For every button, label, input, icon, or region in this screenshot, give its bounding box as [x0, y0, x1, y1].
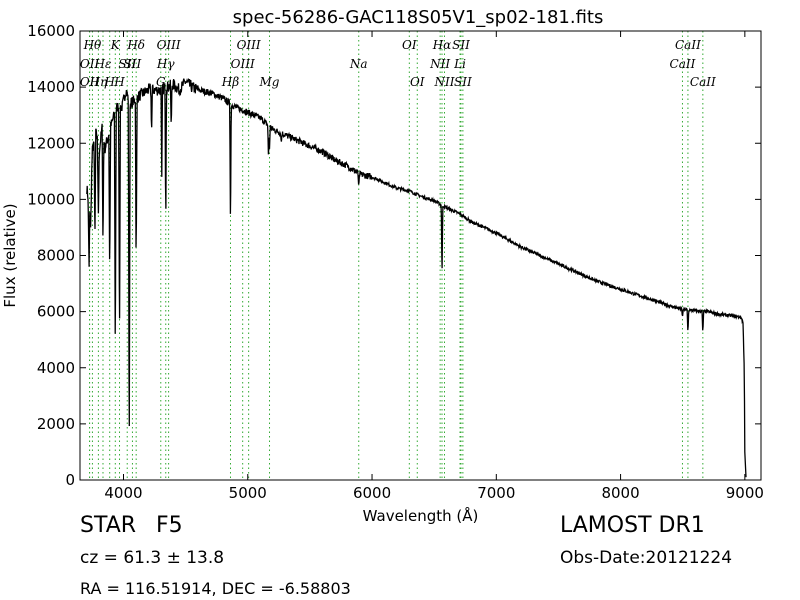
survey-name: LAMOST DR1: [560, 513, 705, 538]
x-tick-label: 5000: [229, 484, 267, 502]
x-tick-label: 4000: [104, 484, 142, 502]
spectral-line-label: Hθ: [83, 38, 102, 52]
spectral-line-label: OIII: [231, 57, 255, 71]
spectral-line-label: SII: [454, 75, 472, 89]
spectral-line-label: K: [110, 38, 121, 52]
spectral-line-label: Hα: [432, 38, 452, 52]
x-axis-label: Wavelength (Å): [363, 506, 479, 525]
x-tick-label: 7000: [477, 484, 515, 502]
observation-date: Obs-Date:20121224: [560, 548, 733, 568]
axes-layer: 4000 5000 6000 7000 8000 9000 0 2000 4000 6000 800…: [27, 22, 764, 502]
spectral-line-label: H: [113, 75, 125, 89]
spectral-line-label: Li: [453, 57, 466, 71]
x-tick-label: 8000: [601, 484, 639, 502]
plot-frame: [79, 30, 762, 481]
spectral-line-label: SII: [452, 38, 470, 52]
spectral-line-label: NII: [433, 75, 454, 89]
spectral-line-label: SII: [118, 57, 136, 71]
spectral-line-label: OII: [80, 75, 100, 89]
spectrum-series-line: [86, 77, 747, 478]
object-class: STAR: [80, 513, 137, 538]
y-tick-label: 12000: [27, 134, 75, 152]
y-tick-label: 4000: [37, 359, 75, 377]
y-tick-label: 16000: [27, 22, 75, 40]
spectral-line-label: CaII: [690, 75, 716, 89]
spectral-line-label: OIII: [237, 38, 261, 52]
spectral-line-label: OI: [410, 75, 425, 89]
x-tick-label: 9000: [726, 484, 764, 502]
y-tick-label: 2000: [37, 415, 75, 433]
spectral-line-label: Hε: [94, 57, 112, 71]
spectral-line-label: Na: [349, 57, 368, 71]
spectral-line-label: OII: [80, 57, 100, 71]
spectral-line-label: Hγ: [156, 57, 175, 71]
spectral-line-label: NII: [429, 57, 450, 71]
y-axis-label: Flux (relative): [1, 203, 19, 307]
x-tick-label: 6000: [353, 484, 391, 502]
chart-title: spec-56286-GAC118S05V1_sp02-181.fits: [233, 7, 604, 28]
redshift-text: cz = 61.3 ± 13.8: [80, 548, 225, 568]
y-tick-label: 6000: [37, 303, 75, 321]
y-tick-label: 8000: [37, 247, 75, 265]
line-label-layer: OIIOIIHθHηHεHKHSIISIIHδGHγOIIIHβOIIIOIII…: [80, 38, 716, 89]
line-marker-layer: [89, 31, 704, 480]
object-subclass: F5: [156, 513, 183, 538]
coordinates-text: RA = 116.51914, DEC = -6.58803: [80, 579, 351, 598]
object-class-line: STAR F5: [80, 513, 183, 538]
y-tick-label: 14000: [27, 78, 75, 96]
spectral-line-label: G: [156, 75, 166, 89]
spectral-line-label: H: [103, 75, 115, 89]
spectral-line-label: Hδ: [126, 38, 145, 52]
spectral-line-label: Mg: [259, 75, 280, 89]
spectral-line-label: Hβ: [221, 75, 239, 89]
y-tick-label: 10000: [27, 190, 75, 208]
y-tick-label: 0: [65, 471, 75, 489]
spectral-line-label: SII: [124, 57, 142, 71]
spectral-line-label: Hη: [89, 75, 108, 89]
spectral-line-label: CaII: [675, 38, 701, 52]
spectral-line-label: OIII: [157, 38, 181, 52]
spectral-line-label: OI: [402, 38, 417, 52]
spectral-line-label: CaII: [670, 57, 696, 71]
